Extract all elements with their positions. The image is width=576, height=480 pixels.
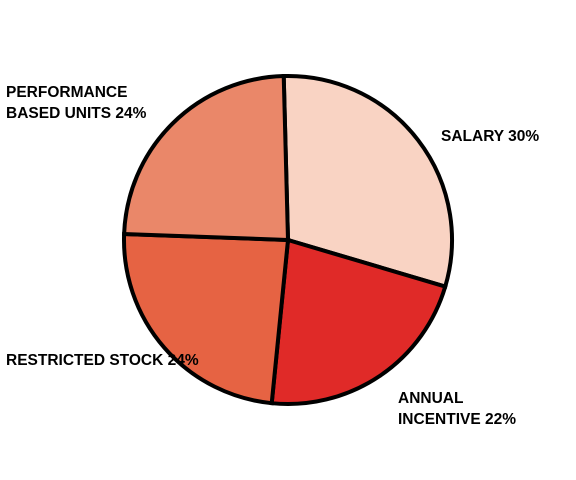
slice-label-annual-incentive-22: ANNUAL INCENTIVE 22% <box>398 390 516 428</box>
pie-slice-salary-30 <box>281 74 454 290</box>
pie-slice-annual-incentive-22 <box>269 237 448 406</box>
slice-label-line: BASED UNITS 24% <box>6 105 147 122</box>
slice-label-line: RESTRICTED STOCK 24% <box>6 352 199 369</box>
pie-labels: SALARY 30% ANNUAL INCENTIVE 22% RESTRICTED … <box>6 84 539 428</box>
pie-slices <box>122 74 454 406</box>
slice-label-line: PERFORMANCE <box>6 84 127 101</box>
slice-label-line: INCENTIVE 22% <box>398 411 516 428</box>
pie-slice-restricted-stock-24 <box>122 231 291 406</box>
slice-label-performance-based-units-24: PERFORMANCE BASED UNITS 24% <box>6 84 147 122</box>
slice-label-line: ANNUAL <box>398 390 463 407</box>
slice-label-line: SALARY 30% <box>441 128 539 145</box>
pie-slice-performance-based-units-24 <box>122 74 291 243</box>
slice-label-salary-30: SALARY 30% <box>441 128 539 145</box>
slice-label-restricted-stock-24: RESTRICTED STOCK 24% <box>6 352 199 369</box>
